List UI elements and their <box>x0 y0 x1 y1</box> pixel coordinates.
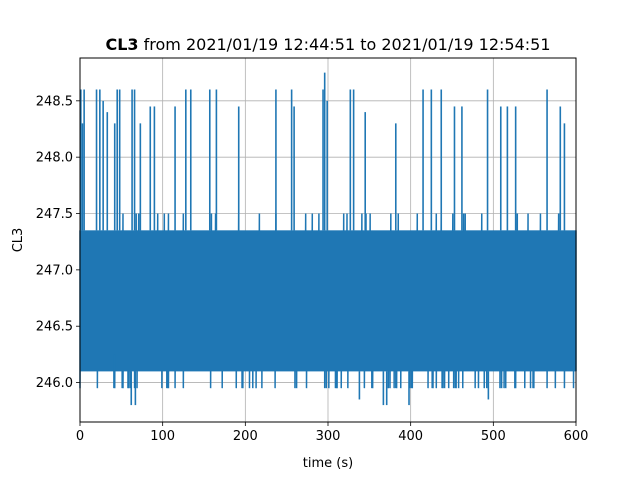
x-tick-label: 600 <box>564 429 589 444</box>
data-layer <box>79 72 577 406</box>
x-tick-label: 100 <box>150 429 175 444</box>
ticks: 0 100 200 300 400 500 600 246.0 246.5 247.0 247.5 2… <box>36 94 589 444</box>
x-tick-label: 200 <box>233 429 258 444</box>
y-tick-label: 248.5 <box>36 94 73 109</box>
y-tick-label: 247.0 <box>36 263 73 278</box>
y-tick-label: 248.0 <box>36 151 73 166</box>
chart-title: CL3 from 2021/01/19 12:44:51 to 2021/01/… <box>105 35 550 54</box>
chart-title-rest: from 2021/01/19 12:44:51 to 2021/01/19 1… <box>139 35 551 54</box>
series-band <box>80 230 576 372</box>
y-tick-label: 246.0 <box>36 376 73 391</box>
chart-title-bold: CL3 <box>105 35 138 54</box>
y-tick-label: 247.5 <box>36 207 73 222</box>
x-tick-label: 300 <box>316 429 341 444</box>
x-axis-label: time (s) <box>303 456 353 471</box>
series-line <box>79 72 577 406</box>
x-tick-label: 400 <box>398 429 423 444</box>
x-tick-label: 0 <box>76 429 84 444</box>
y-axis-label: CL3 <box>11 228 26 253</box>
x-tick-label: 500 <box>481 429 506 444</box>
y-tick-label: 246.5 <box>36 320 73 335</box>
